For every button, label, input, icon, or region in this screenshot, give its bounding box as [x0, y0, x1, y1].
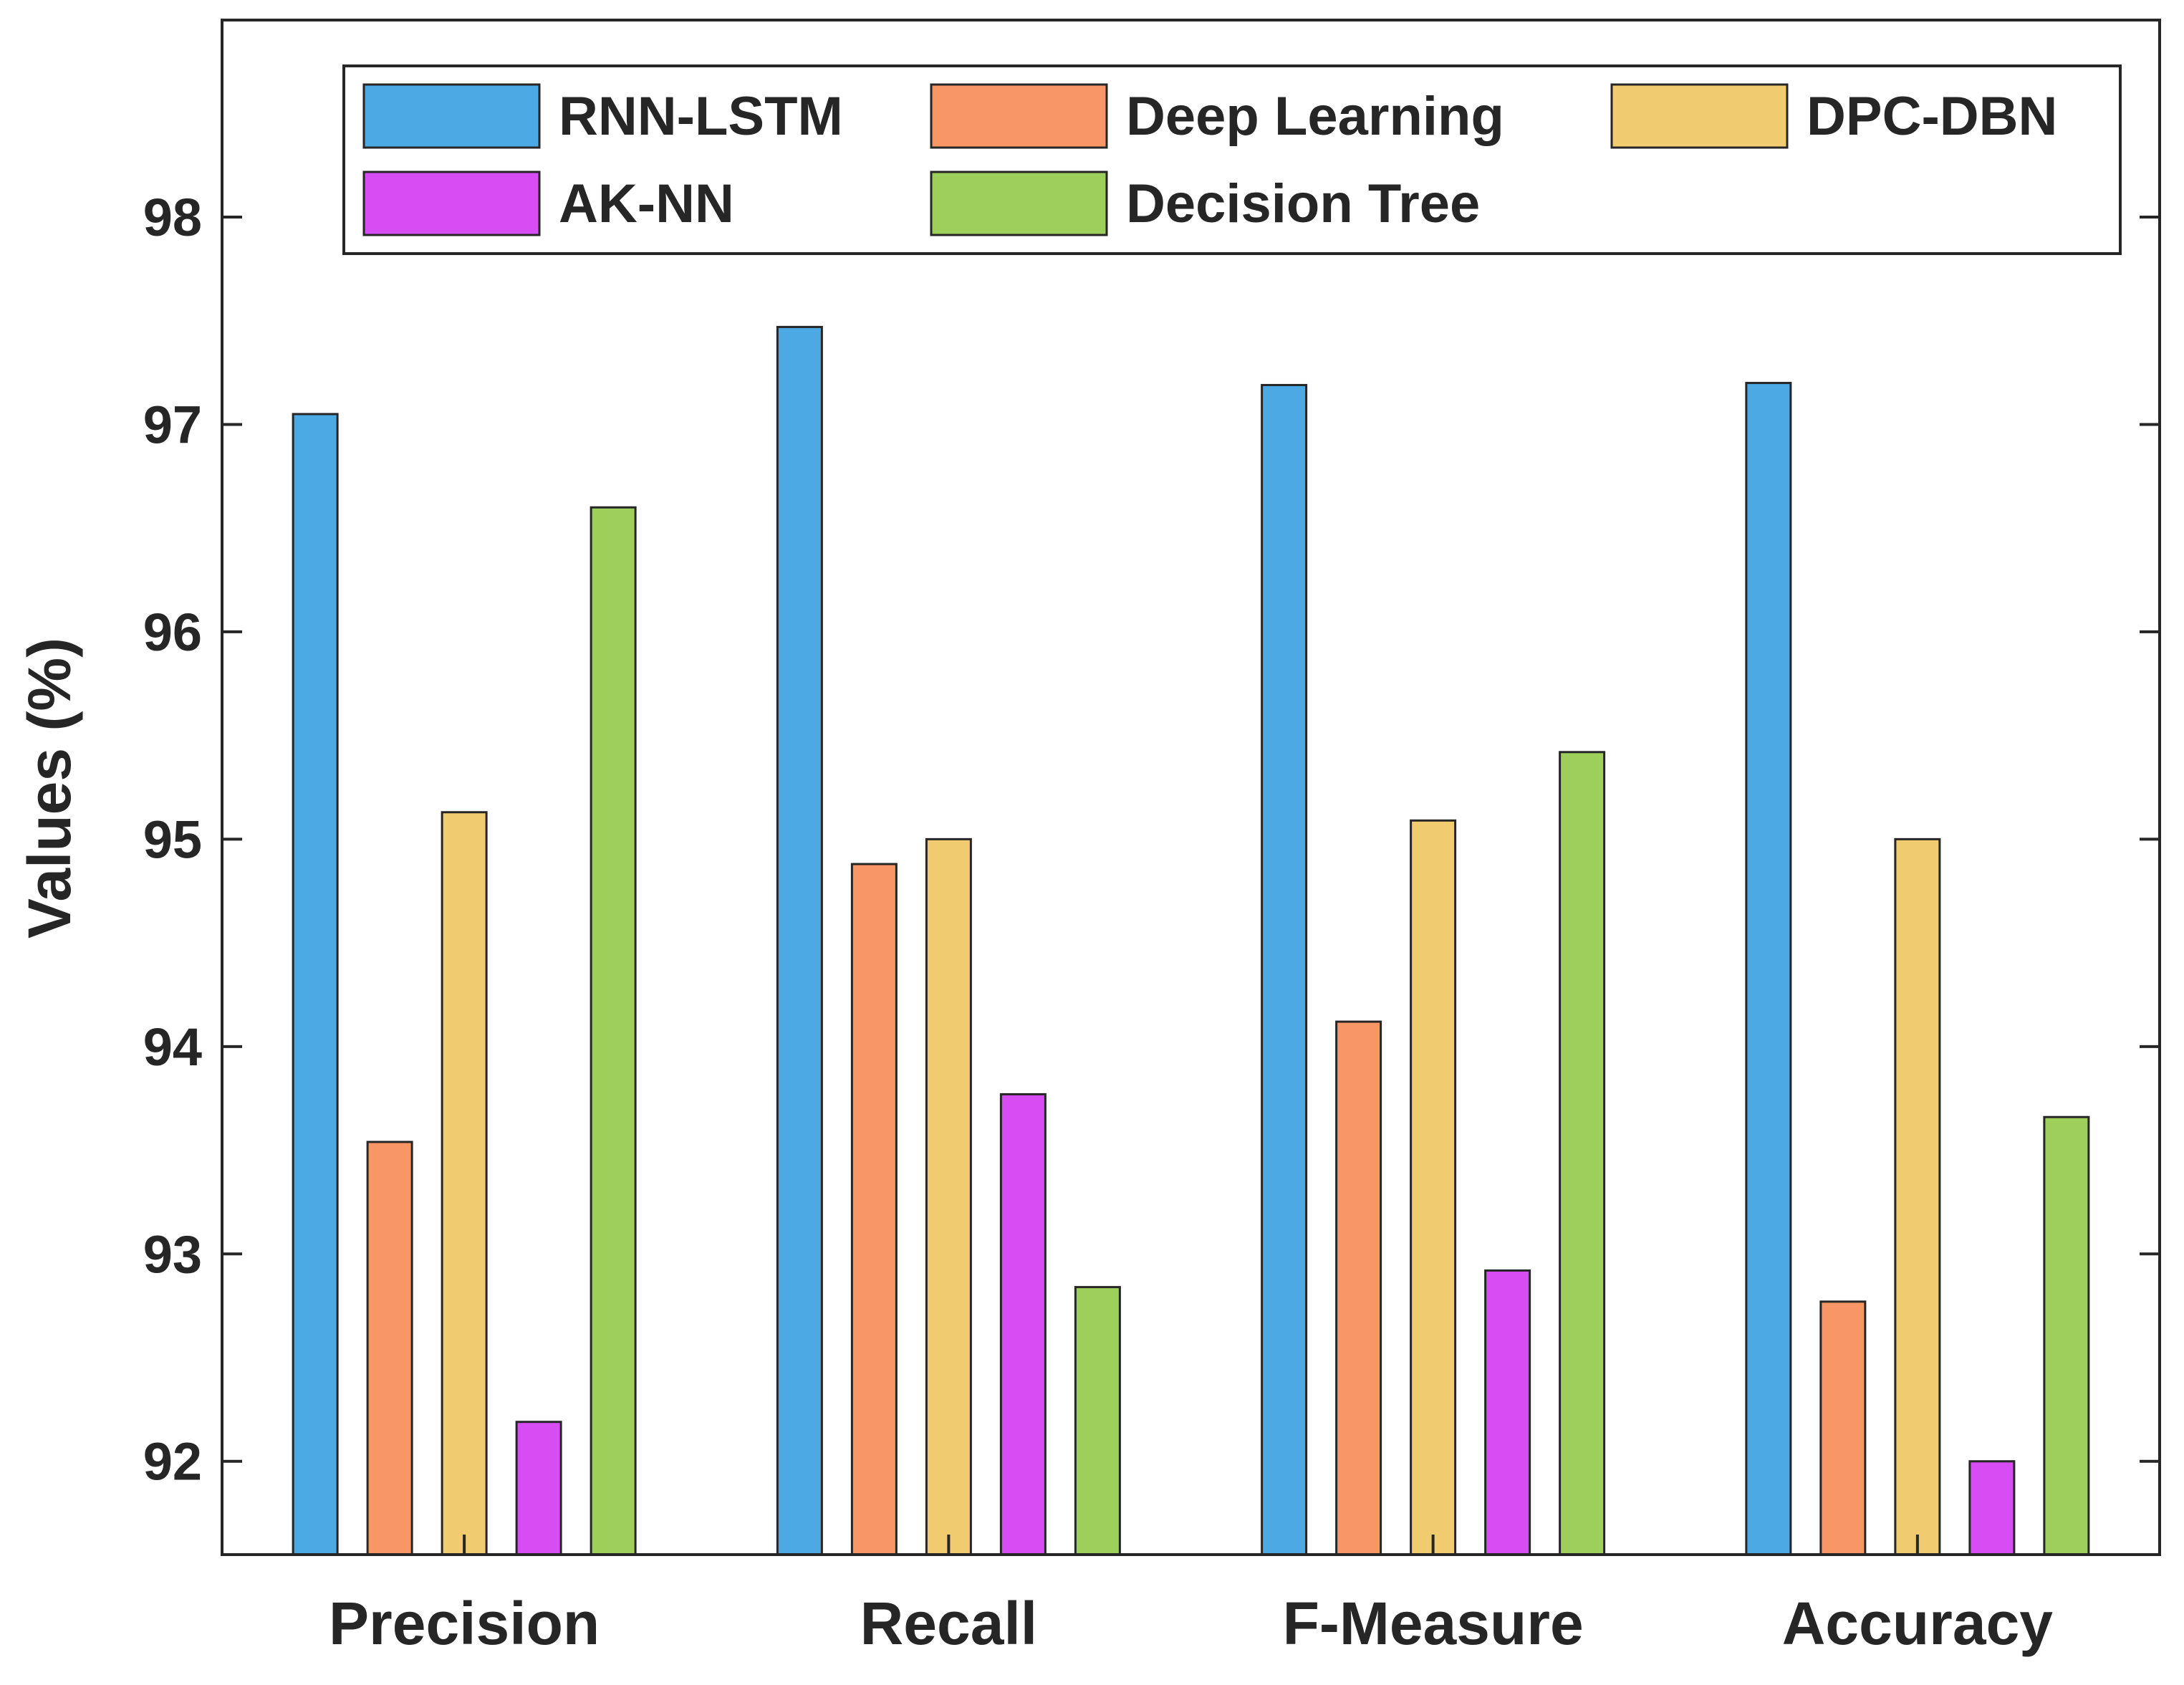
- y-axis: 92 93 94 95 96 97 98: [143, 188, 2160, 1492]
- bar-dpc-dbn-precision: [441, 811, 488, 1556]
- legend-swatch: [362, 83, 541, 149]
- bar-ak-nn-precision: [515, 1421, 562, 1556]
- bar-rnn-lstm-accuracy: [1745, 382, 1792, 1556]
- bar-decision-tree-precision: [590, 506, 637, 1556]
- y-tick-label: 96: [143, 603, 202, 662]
- legend-label: AK-NN: [559, 173, 734, 234]
- legend: RNN-LSTM Deep Learning DPC-DBN AK-NN Decisio…: [342, 64, 2122, 255]
- bar-ak-nn-f-measure: [1484, 1269, 1531, 1556]
- legend-label: Decision Tree: [1126, 173, 1480, 234]
- y-tick-label: 98: [143, 188, 202, 247]
- bar-deep-learning-precision: [366, 1141, 413, 1556]
- bar-dpc-dbn-f-measure: [1410, 819, 1457, 1556]
- y-tick-label: 95: [143, 810, 202, 869]
- bar-decision-tree-f-measure: [1559, 751, 1606, 1556]
- bar-rnn-lstm-precision: [292, 413, 339, 1556]
- y-tick-label: 92: [143, 1432, 202, 1492]
- legend-swatch: [930, 171, 1108, 236]
- y-tick-label: 97: [143, 395, 202, 454]
- bar-rnn-lstm-recall: [776, 325, 823, 1556]
- bar-decision-tree-accuracy: [2043, 1115, 2090, 1556]
- legend-box: [342, 64, 2122, 255]
- plot-frame: [221, 19, 2161, 1556]
- plot-area: [222, 20, 2160, 1555]
- legend-label: DPC-DBN: [1807, 86, 2057, 147]
- bar-dpc-dbn-recall: [925, 837, 972, 1556]
- legend-swatch: [1610, 83, 1789, 149]
- bar-deep-learning-f-measure: [1335, 1020, 1382, 1556]
- x-tick-label: Precision: [329, 1590, 600, 1657]
- x-tick-label: Recall: [860, 1590, 1038, 1657]
- bar-decision-tree-recall: [1074, 1286, 1121, 1556]
- bar-ak-nn-recall: [999, 1093, 1047, 1556]
- legend-swatch: [930, 83, 1108, 149]
- bars-layer: [292, 325, 2090, 1556]
- y-axis-label: Values (%): [16, 638, 83, 938]
- legend-label: RNN-LSTM: [559, 86, 843, 147]
- bar-deep-learning-accuracy: [1819, 1300, 1867, 1556]
- legend-swatch: [362, 171, 541, 236]
- bar-ak-nn-accuracy: [1968, 1460, 2016, 1556]
- y-tick-label: 94: [143, 1017, 202, 1077]
- bar-dpc-dbn-accuracy: [1894, 837, 1941, 1556]
- y-tick-label: 93: [143, 1224, 202, 1284]
- x-tick-label: Accuracy: [1782, 1590, 2054, 1657]
- x-tick-label: F-Measure: [1283, 1590, 1584, 1657]
- x-axis: Precision Recall F-Measure Accuracy: [329, 1535, 2053, 1657]
- bar-deep-learning-recall: [850, 863, 898, 1556]
- legend-label: Deep Learning: [1126, 86, 1504, 147]
- bar-rnn-lstm-f-measure: [1261, 383, 1308, 1556]
